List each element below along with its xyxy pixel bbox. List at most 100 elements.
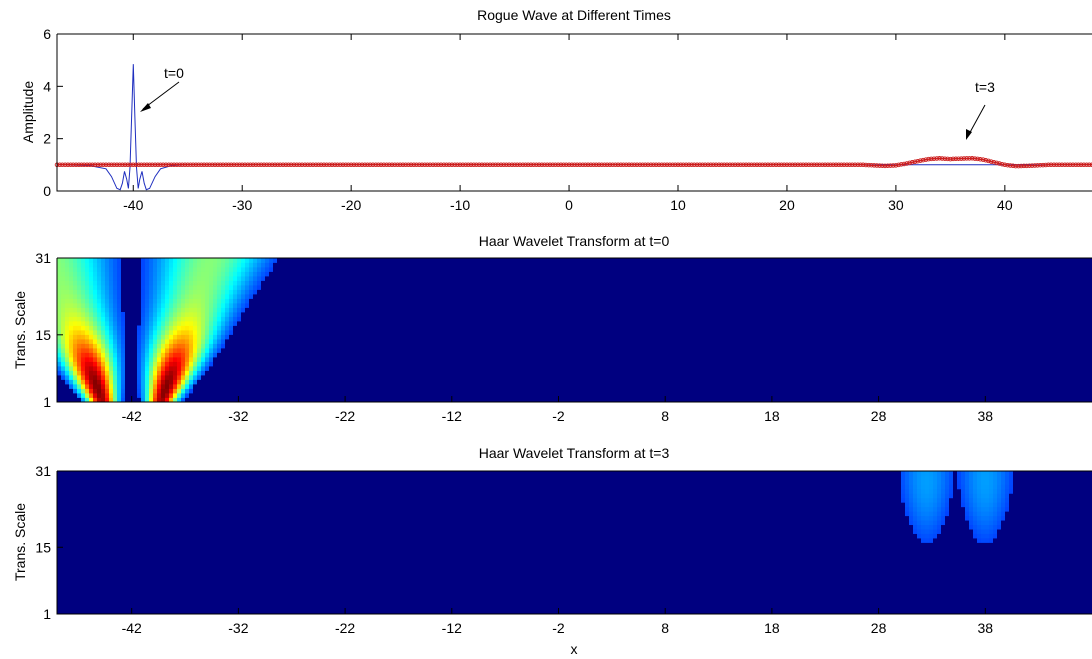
series-point [907, 160, 912, 166]
heatmap-cell [921, 511, 925, 517]
heatmap-cell [197, 298, 201, 304]
heatmap-cell [209, 334, 213, 340]
series-point [207, 162, 212, 168]
heatmap-cell [81, 325, 85, 331]
heatmap-cell [61, 294, 65, 299]
heatmap-cell [985, 502, 989, 508]
series-point [673, 162, 678, 168]
heatmap-cell [89, 262, 93, 268]
heatmap-cell [909, 475, 913, 481]
heatmap-cell [209, 267, 213, 272]
series-point [182, 162, 188, 168]
heatmap-cell [213, 289, 217, 295]
heatmap-cell [109, 258, 113, 263]
heatmap-cell [173, 285, 177, 290]
heatmap-cell [221, 298, 225, 304]
series-point [787, 162, 792, 168]
series-point [596, 162, 602, 168]
heatmap-cell [161, 276, 165, 281]
heatmap-cell [917, 475, 921, 481]
series-point [964, 156, 969, 161]
x-tick-label: 40 [997, 197, 1013, 213]
heatmap-cell [261, 262, 265, 268]
heatmap-cell [81, 307, 85, 313]
heatmap-cell [165, 276, 169, 281]
heatmap-cell [249, 267, 253, 272]
heatmap-cell [161, 361, 165, 367]
heatmap-cell [93, 280, 97, 286]
heatmap-cell [985, 484, 989, 490]
heatmap-cell [257, 267, 261, 272]
heatmap-cell [109, 334, 113, 340]
heatmap-cell [69, 298, 73, 304]
heatmap-cell [109, 321, 113, 326]
heatmap-cell [117, 388, 121, 394]
heatmap-cell [161, 285, 165, 290]
heatmap-cell [81, 357, 85, 362]
series-point [683, 162, 689, 168]
series-point [141, 162, 147, 168]
heatmap-cell [137, 330, 141, 335]
heatmap-cell [161, 316, 165, 322]
heatmap-cell [981, 493, 985, 499]
heatmap-cell [57, 361, 61, 367]
heatmap-cell [157, 271, 161, 277]
heatmap-cell [997, 475, 1001, 481]
heatmap-cell [225, 294, 229, 299]
heatmap-cell [141, 393, 145, 398]
heatmap-cell [69, 361, 73, 367]
heatmap-cell [917, 471, 921, 476]
heatmap-cell [97, 276, 101, 281]
heatmap-cell [245, 271, 249, 277]
heatmap-cell [141, 397, 145, 403]
series-point [972, 156, 978, 161]
heatmap-feature [957, 471, 1013, 543]
series-point [455, 162, 460, 168]
heatmap-cell [901, 471, 905, 476]
series-point [558, 162, 564, 168]
series-point [288, 162, 294, 168]
heatmap-cell [221, 294, 225, 299]
heatmap-cell [997, 524, 1001, 530]
heatmap-cell [189, 312, 193, 317]
heatmap-cell [93, 330, 97, 335]
heatmap-cell [69, 325, 73, 331]
heatmap-cell [1001, 493, 1005, 499]
heatmap-cell [929, 511, 933, 517]
heatmap-cell [81, 366, 85, 371]
heatmap-cell [137, 384, 141, 389]
heatmap-cell [69, 370, 73, 376]
heatmap-cell [209, 262, 213, 268]
heatmap-cell [165, 348, 169, 353]
heatmap-cell [185, 393, 189, 398]
heatmap-cell [105, 375, 109, 380]
heatmap-cell [161, 352, 165, 358]
heatmap-cell [905, 511, 909, 517]
heatmap-cell [165, 357, 169, 362]
heatmap-cell [81, 321, 85, 326]
heatmap-cell [913, 524, 917, 530]
heatmap-cell [173, 271, 177, 277]
heatmap-cell [153, 375, 157, 380]
heatmap-cell [57, 343, 61, 349]
heatmap-cell [181, 330, 185, 335]
series-point [604, 162, 610, 168]
heatmap-cell [929, 488, 933, 494]
heatmap-cell [197, 357, 201, 362]
series-point [991, 159, 997, 165]
heatmap-cell [181, 393, 185, 398]
series-point [572, 162, 577, 168]
series-point [95, 162, 101, 168]
series-point [501, 162, 506, 168]
series-point [790, 162, 795, 168]
series-point [727, 162, 733, 168]
series-point [476, 162, 482, 168]
heatmap-cell [113, 366, 117, 371]
series-point [555, 162, 561, 168]
heatmap-cell [145, 312, 149, 317]
heatmap-cell [225, 280, 229, 286]
heatmap-cell [909, 479, 913, 485]
heatmap-cell [185, 267, 189, 272]
series-point [986, 158, 991, 164]
heatmap-cell [165, 343, 169, 349]
